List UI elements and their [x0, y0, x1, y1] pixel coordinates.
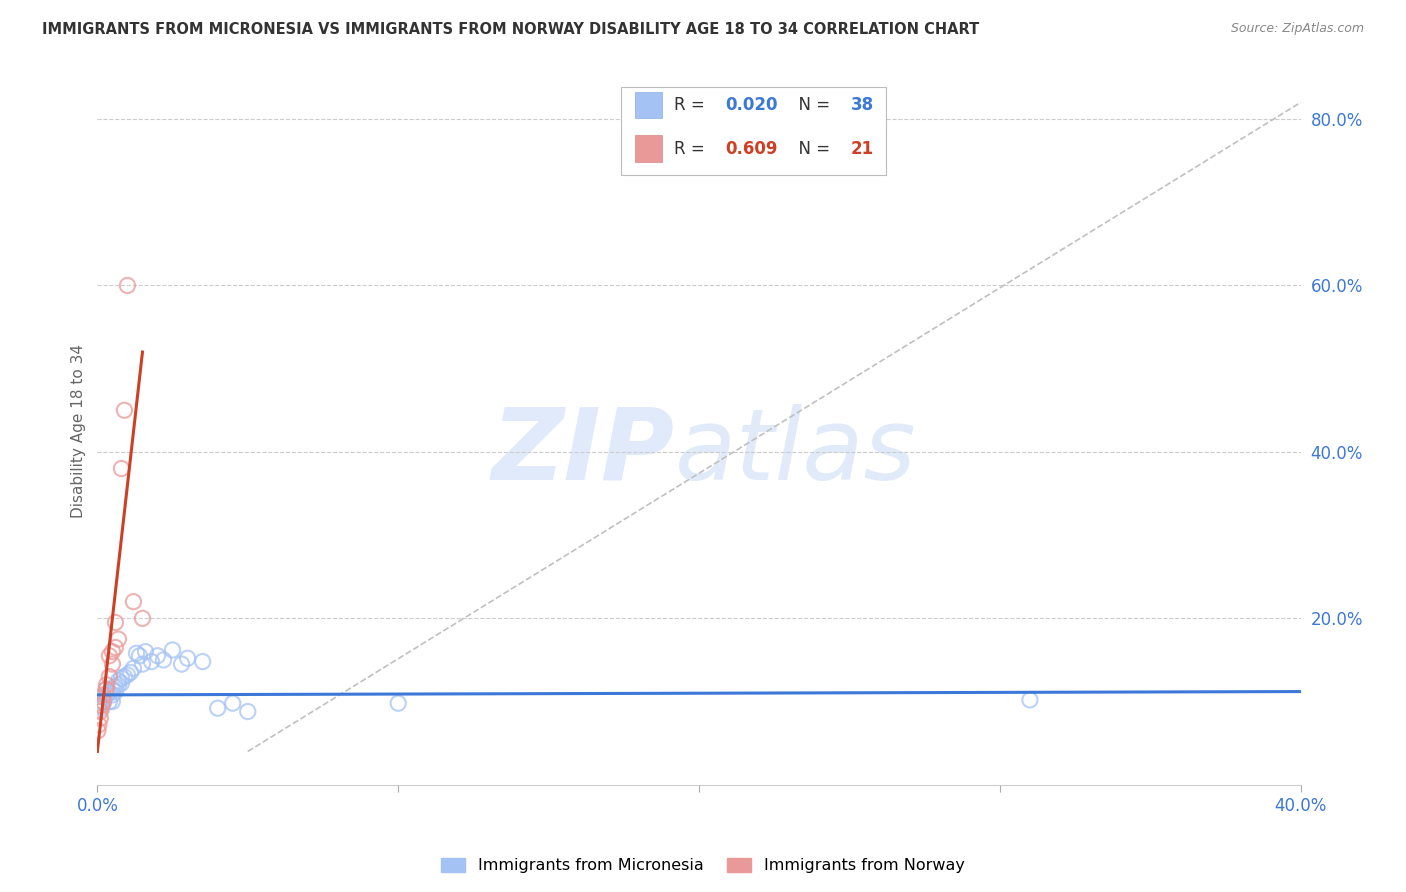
Point — [104, 640, 127, 655]
Point — [152, 653, 174, 667]
Point — [110, 676, 132, 690]
Point — [128, 648, 150, 663]
Point — [89, 705, 111, 719]
Point — [387, 696, 409, 710]
Point — [236, 705, 259, 719]
Text: R =: R = — [673, 96, 710, 114]
Text: N =: N = — [787, 96, 835, 114]
Point — [87, 718, 110, 732]
Point — [162, 643, 184, 657]
Point — [87, 723, 110, 738]
Text: 21: 21 — [851, 140, 873, 158]
Point — [191, 655, 214, 669]
Point — [104, 684, 127, 698]
Point — [89, 694, 111, 708]
Text: Source: ZipAtlas.com: Source: ZipAtlas.com — [1230, 22, 1364, 36]
Point — [90, 701, 112, 715]
Point — [98, 669, 121, 683]
Point — [176, 651, 198, 665]
Point — [101, 681, 124, 696]
Point — [98, 648, 121, 663]
Point — [93, 696, 115, 710]
Point — [101, 657, 124, 672]
Point — [141, 655, 163, 669]
Text: IMMIGRANTS FROM MICRONESIA VS IMMIGRANTS FROM NORWAY DISABILITY AGE 18 TO 34 COR: IMMIGRANTS FROM MICRONESIA VS IMMIGRANTS… — [42, 22, 980, 37]
Point — [101, 694, 124, 708]
Point — [1019, 693, 1042, 707]
Point — [222, 696, 245, 710]
Text: 0.020: 0.020 — [725, 96, 778, 114]
Point — [207, 701, 229, 715]
Point — [134, 645, 156, 659]
Point — [96, 688, 118, 702]
Point — [96, 678, 118, 692]
Point — [122, 595, 145, 609]
Point — [117, 668, 139, 682]
Text: N =: N = — [787, 140, 835, 158]
Point — [90, 698, 112, 713]
Point — [93, 690, 115, 705]
Point — [125, 646, 148, 660]
Y-axis label: Disability Age 18 to 34: Disability Age 18 to 34 — [72, 344, 86, 518]
Text: 38: 38 — [851, 96, 873, 114]
FancyBboxPatch shape — [621, 87, 886, 175]
Point — [107, 673, 129, 688]
Point — [131, 657, 153, 672]
Point — [104, 680, 127, 694]
Point — [110, 671, 132, 685]
Text: ZIP: ZIP — [492, 404, 675, 500]
Point — [112, 403, 135, 417]
Point — [107, 678, 129, 692]
Point — [98, 694, 121, 708]
Point — [146, 648, 169, 663]
Text: 0.609: 0.609 — [725, 140, 778, 158]
Legend: Immigrants from Micronesia, Immigrants from Norway: Immigrants from Micronesia, Immigrants f… — [434, 851, 972, 880]
Text: atlas: atlas — [675, 404, 917, 500]
Point — [110, 461, 132, 475]
Point — [96, 681, 118, 696]
Point — [93, 694, 115, 708]
Point — [93, 688, 115, 702]
Point — [101, 645, 124, 659]
Point — [101, 688, 124, 702]
Point — [170, 657, 193, 672]
Point — [89, 711, 111, 725]
Point — [98, 686, 121, 700]
Point — [107, 632, 129, 647]
Point — [131, 611, 153, 625]
Point — [104, 615, 127, 630]
FancyBboxPatch shape — [636, 92, 662, 119]
Point — [117, 278, 139, 293]
Point — [120, 665, 142, 680]
FancyBboxPatch shape — [636, 136, 662, 162]
Point — [87, 698, 110, 713]
Text: R =: R = — [673, 140, 710, 158]
Point — [122, 661, 145, 675]
Point — [112, 669, 135, 683]
Point — [96, 681, 118, 696]
